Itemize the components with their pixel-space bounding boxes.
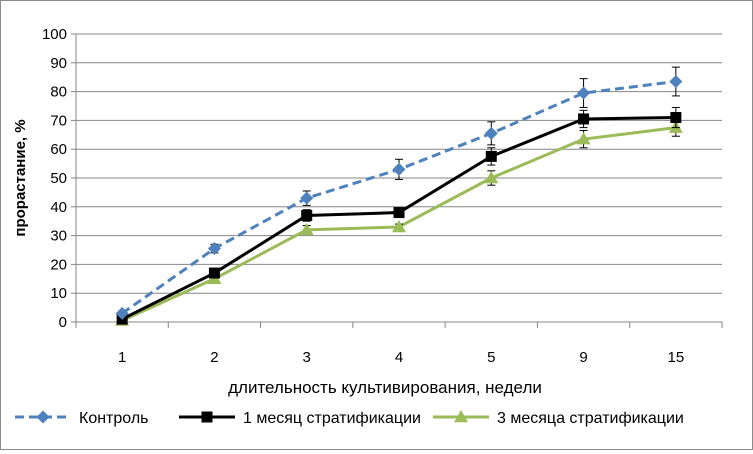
- data-point: [576, 132, 591, 145]
- data-point: [208, 267, 220, 279]
- data-point: [670, 112, 682, 124]
- x-tick-label: 3: [303, 349, 311, 366]
- x-axis-title: длительность культивирования, недели: [228, 378, 542, 397]
- x-tick-label: 2: [210, 349, 218, 366]
- data-point: [299, 222, 314, 236]
- legend-item: 3 месяца стратификации: [433, 410, 684, 427]
- y-tick-label: 20: [50, 256, 67, 273]
- legend-marker: [36, 410, 50, 424]
- legend-label: 1 месяц стратификации: [243, 410, 421, 427]
- legend-label: 3 месяца стратификации: [497, 410, 684, 427]
- y-tick-label: 0: [59, 314, 67, 331]
- legend-marker: [454, 410, 468, 423]
- y-tick-label: 30: [50, 228, 67, 245]
- series-triangle: [115, 118, 683, 326]
- data-point: [207, 242, 221, 256]
- data-point: [393, 207, 405, 219]
- y-tick-label: 50: [50, 170, 67, 187]
- data-point: [484, 126, 498, 140]
- data-point: [669, 75, 683, 89]
- data-point: [115, 306, 129, 320]
- series-square: [116, 106, 682, 325]
- x-tick-labels: 1 2 3 4 5 9 15: [118, 349, 684, 366]
- legend: Контроль 1 месяц стратификации 3 месяца ст…: [15, 410, 684, 427]
- legend-label: Контроль: [79, 410, 149, 427]
- axes: [71, 33, 723, 328]
- y-tick-label: 90: [50, 55, 67, 72]
- y-tick-label: 40: [50, 199, 67, 216]
- x-tick-label: 5: [487, 349, 495, 366]
- data-point: [578, 113, 590, 125]
- y-tick-label: 10: [50, 285, 67, 302]
- data-point: [485, 150, 497, 162]
- y-tick-label: 80: [50, 84, 67, 101]
- y-tick-label: 70: [50, 112, 67, 129]
- x-tick-label: 15: [668, 349, 685, 366]
- y-tick-label: 60: [50, 141, 67, 158]
- data-point: [300, 191, 314, 205]
- legend-item: Контроль: [15, 410, 149, 427]
- data-point: [577, 86, 591, 100]
- legend-item: 1 месяц стратификации: [179, 410, 421, 427]
- data-point: [392, 162, 406, 176]
- x-tick-label: 1: [118, 349, 126, 366]
- y-tick-label: 100: [42, 26, 67, 43]
- y-tick-labels: 0 10 20 30 40 50 60 70 80 90 100: [42, 26, 67, 331]
- series-line: [121, 116, 676, 321]
- series-group: [115, 66, 683, 326]
- legend-marker: [201, 411, 213, 423]
- data-point: [301, 209, 313, 221]
- data-point: [392, 219, 406, 233]
- series-diamond: [115, 66, 683, 320]
- data-point: [484, 171, 499, 184]
- x-tick-label: 9: [579, 349, 587, 366]
- x-tick-label: 4: [395, 349, 403, 366]
- y-axis-title: прорастание, %: [12, 119, 29, 236]
